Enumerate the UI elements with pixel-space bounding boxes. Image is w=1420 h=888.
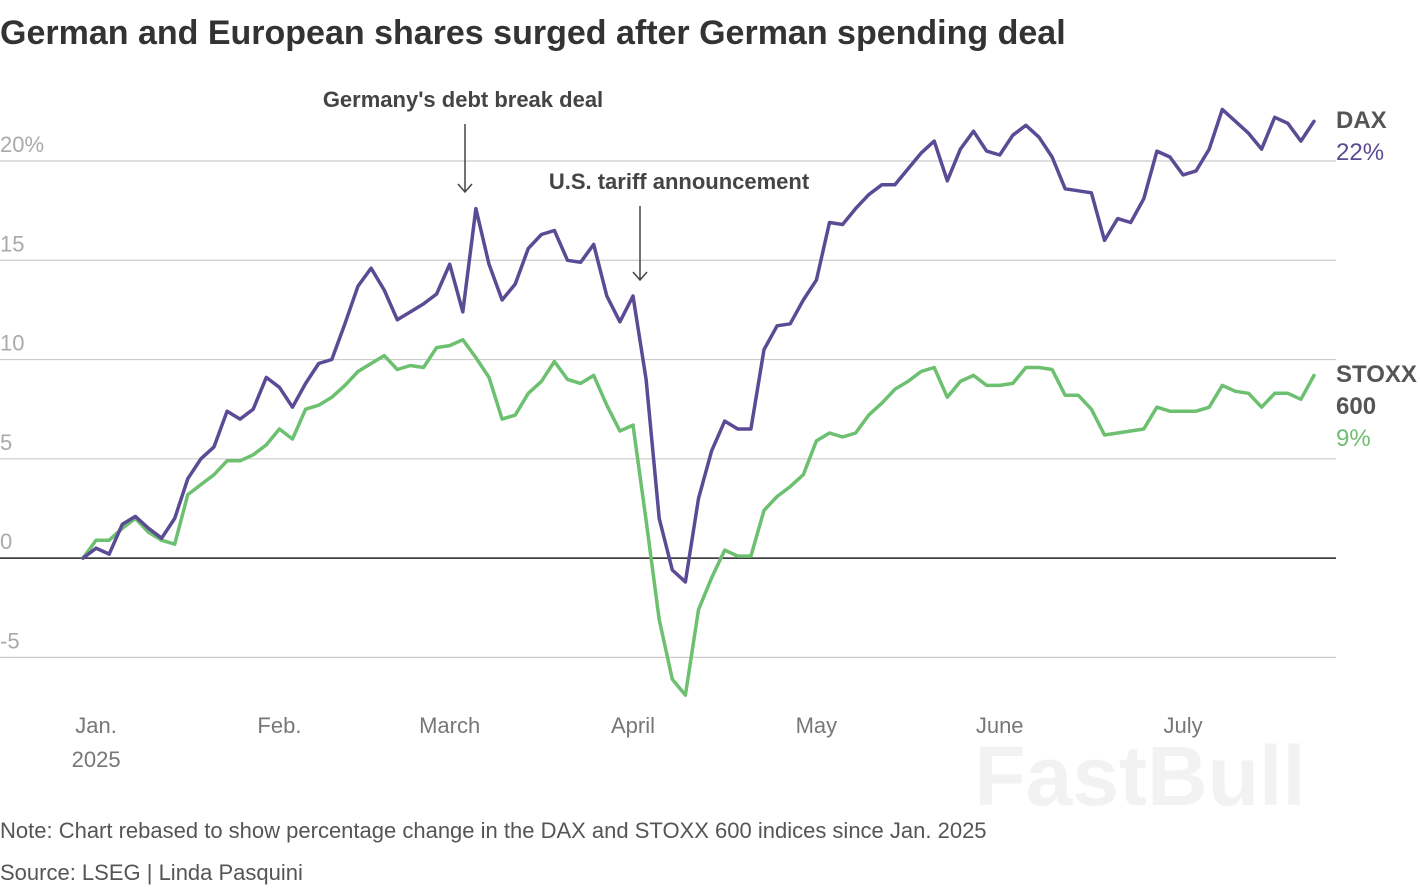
- source: Source: LSEG | Linda Pasquini: [0, 860, 303, 885]
- series-line: [81, 107, 1316, 584]
- annotation-arrowhead: [632, 271, 648, 282]
- x-tick-label: May: [796, 713, 838, 738]
- end-value: 9%: [1336, 425, 1371, 452]
- grid: [0, 160, 1336, 658]
- x-tick-label: Feb.: [257, 713, 301, 738]
- x-year-label: 2025: [72, 747, 121, 772]
- y-tick-label: 0: [0, 529, 12, 554]
- x-tick-label: July: [1163, 713, 1202, 738]
- annotation: Germany's debt break deal: [323, 87, 603, 112]
- end-label: STOXX 600 9%: [1336, 359, 1420, 455]
- lines: [81, 107, 1316, 697]
- annotation-arrowhead: [457, 183, 473, 194]
- series-line: [81, 337, 1316, 697]
- x-tick-label: June: [976, 713, 1024, 738]
- note: Note: Chart rebased to show percentage c…: [0, 818, 987, 843]
- end-label: DAX 22%: [1336, 105, 1420, 169]
- x-tick-label: March: [419, 713, 480, 738]
- chart-title: German and European shares surged after …: [0, 14, 1066, 52]
- series-name: DAX: [1336, 107, 1387, 134]
- watermark: FastBull: [974, 729, 1305, 823]
- y-tick-label: 5: [0, 430, 12, 455]
- end-value: 22%: [1336, 139, 1385, 166]
- y-tick-label: -5: [0, 628, 20, 653]
- x-tick-label: April: [611, 713, 655, 738]
- y-tick-label: 15: [0, 231, 24, 256]
- y-tick-label: 10: [0, 331, 24, 356]
- y-tick-label: 20%: [0, 132, 44, 157]
- x-tick-label: Jan.: [75, 713, 117, 738]
- series-name: STOXX 600: [1336, 361, 1417, 420]
- annotation: U.S. tariff announcement: [549, 169, 810, 194]
